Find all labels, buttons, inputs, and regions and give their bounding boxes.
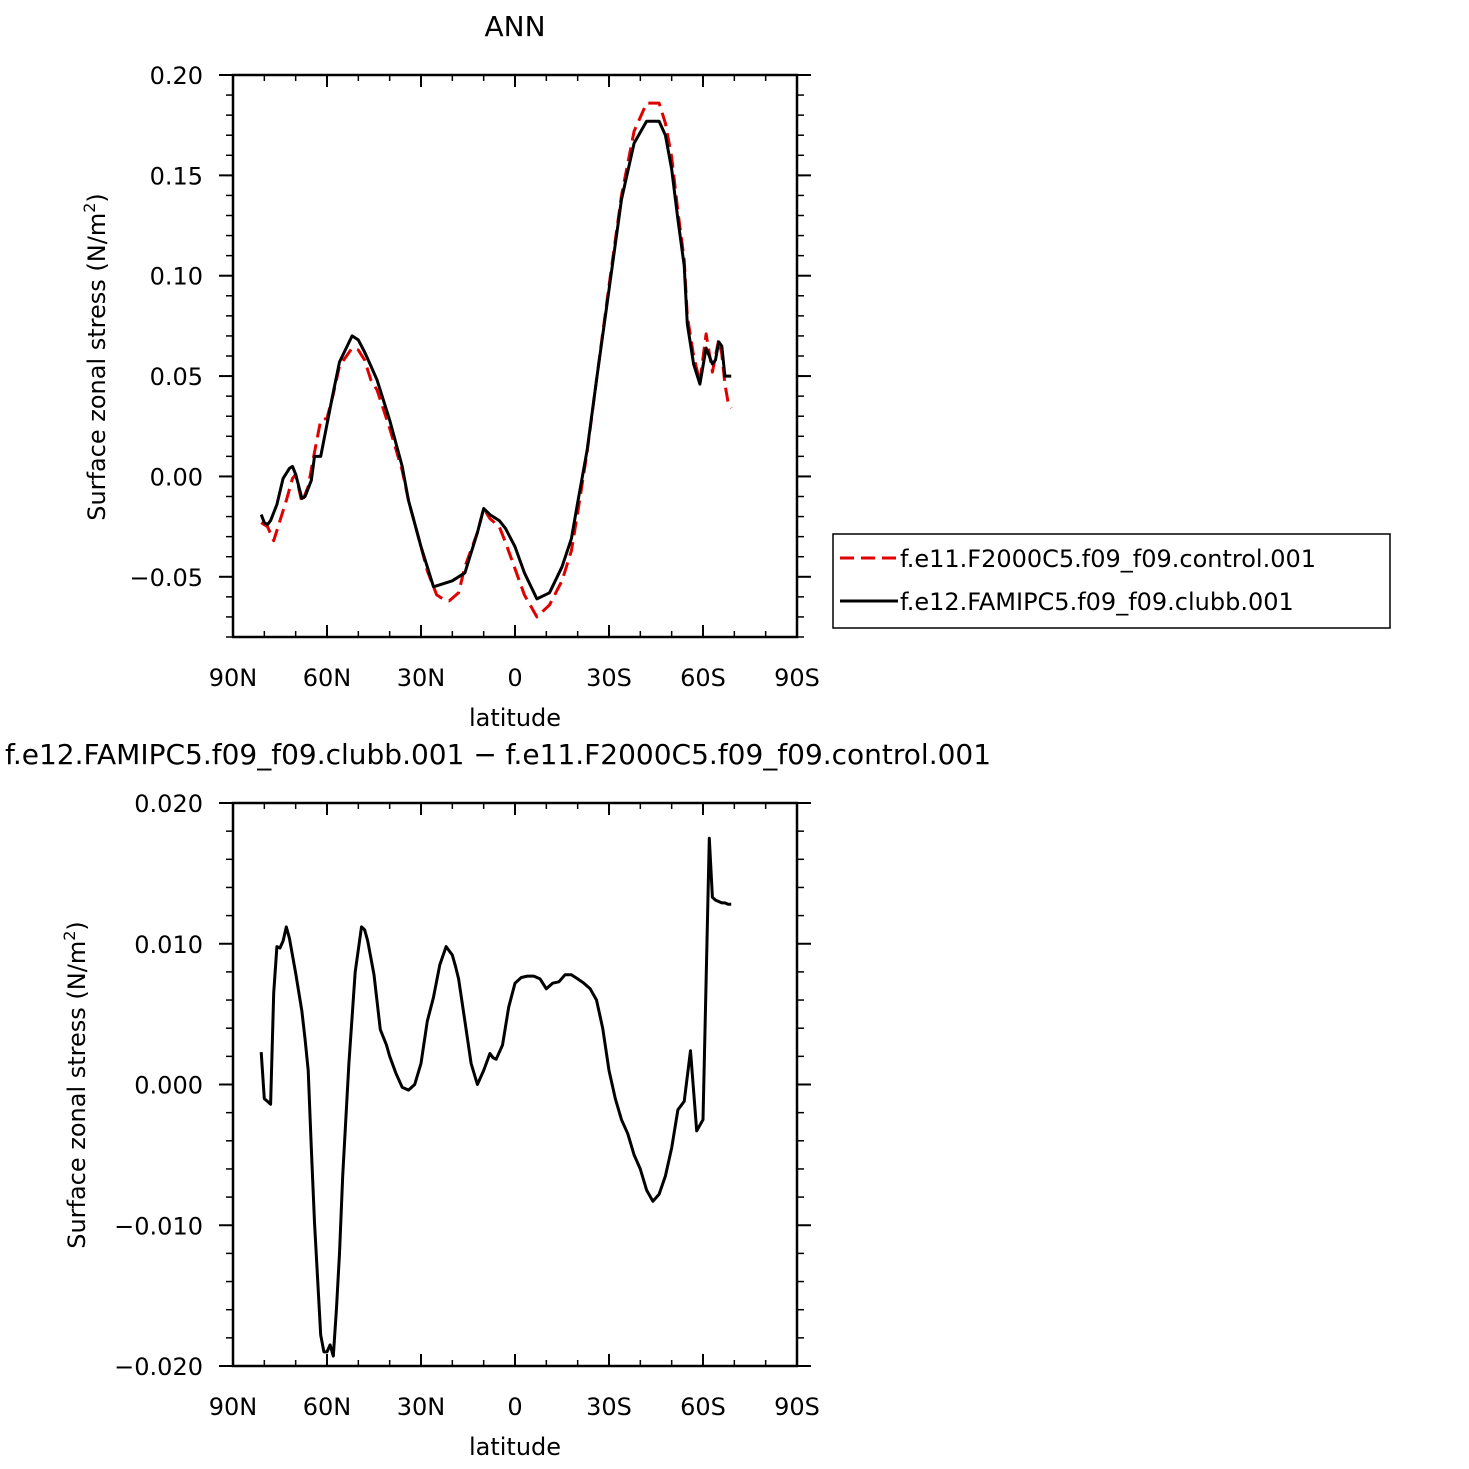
top-panel: ANN 90N 60N 30N 0 30S 60S 90S 0.20 0.15 0.10 0.05 0.…: [80, 10, 820, 732]
legend-box: [832, 533, 1391, 629]
legend-label-0: f.e11.F2000C5.f09_f09.control.001: [900, 545, 1316, 573]
chart-title: f.e12.FAMIPC5.f09_f09.clubb.001 − f.e11.…: [5, 738, 991, 771]
series-line-0: [260, 101, 733, 619]
x-tick-label: 30S: [586, 1393, 632, 1421]
y-tick-label: −0.010: [114, 1212, 203, 1240]
x-tick-label: 30S: [586, 664, 632, 692]
y-tick-label: 0.05: [150, 363, 203, 391]
y-tick-label: 0.010: [134, 931, 203, 959]
x-tick-label: 60N: [303, 664, 352, 692]
y-tick-label: 0.10: [150, 263, 203, 291]
x-tick-label: 60N: [303, 1393, 352, 1421]
x-axis-label: latitude: [469, 1433, 561, 1461]
y-tick-label: 0.00: [150, 463, 203, 491]
x-tick-label: 30N: [397, 664, 446, 692]
series-line-0: [259, 836, 732, 1358]
y-tick-label: −0.05: [129, 564, 203, 592]
x-tick-label: 60S: [680, 664, 726, 692]
legend: f.e11.F2000C5.f09_f09.control.001 f.e12.F…: [832, 533, 1391, 629]
legend-label-1: f.e12.FAMIPC5.f09_f09.clubb.001: [900, 588, 1294, 616]
y-tick-label: 0.20: [150, 62, 203, 90]
x-tick-label: 0: [507, 664, 522, 692]
x-axis-label: latitude: [469, 704, 561, 732]
y-tick-label: −0.020: [114, 1353, 203, 1381]
bottom-panel: f.e12.FAMIPC5.f09_f09.clubb.001 − f.e11.…: [5, 738, 991, 1461]
x-tick-label: 90N: [209, 1393, 258, 1421]
x-tick-label: 90S: [774, 664, 820, 692]
chart-title: ANN: [484, 10, 545, 43]
x-tick-label: 60S: [680, 1393, 726, 1421]
plot-frame: [231, 73, 799, 639]
y-axis-label: Surface zonal stress (N/m2): [60, 921, 91, 1249]
y-tick-label: 0.020: [134, 790, 203, 818]
series-line-1: [259, 119, 732, 601]
y-tick-label: 0.15: [150, 162, 203, 190]
x-tick-label: 90N: [209, 664, 258, 692]
x-tick-label: 90S: [774, 1393, 820, 1421]
y-tick-label: 0.000: [134, 1072, 203, 1100]
x-tick-label: 30N: [397, 1393, 446, 1421]
x-tick-label: 0: [507, 1393, 522, 1421]
y-axis-label: Surface zonal stress (N/m2): [80, 193, 111, 521]
